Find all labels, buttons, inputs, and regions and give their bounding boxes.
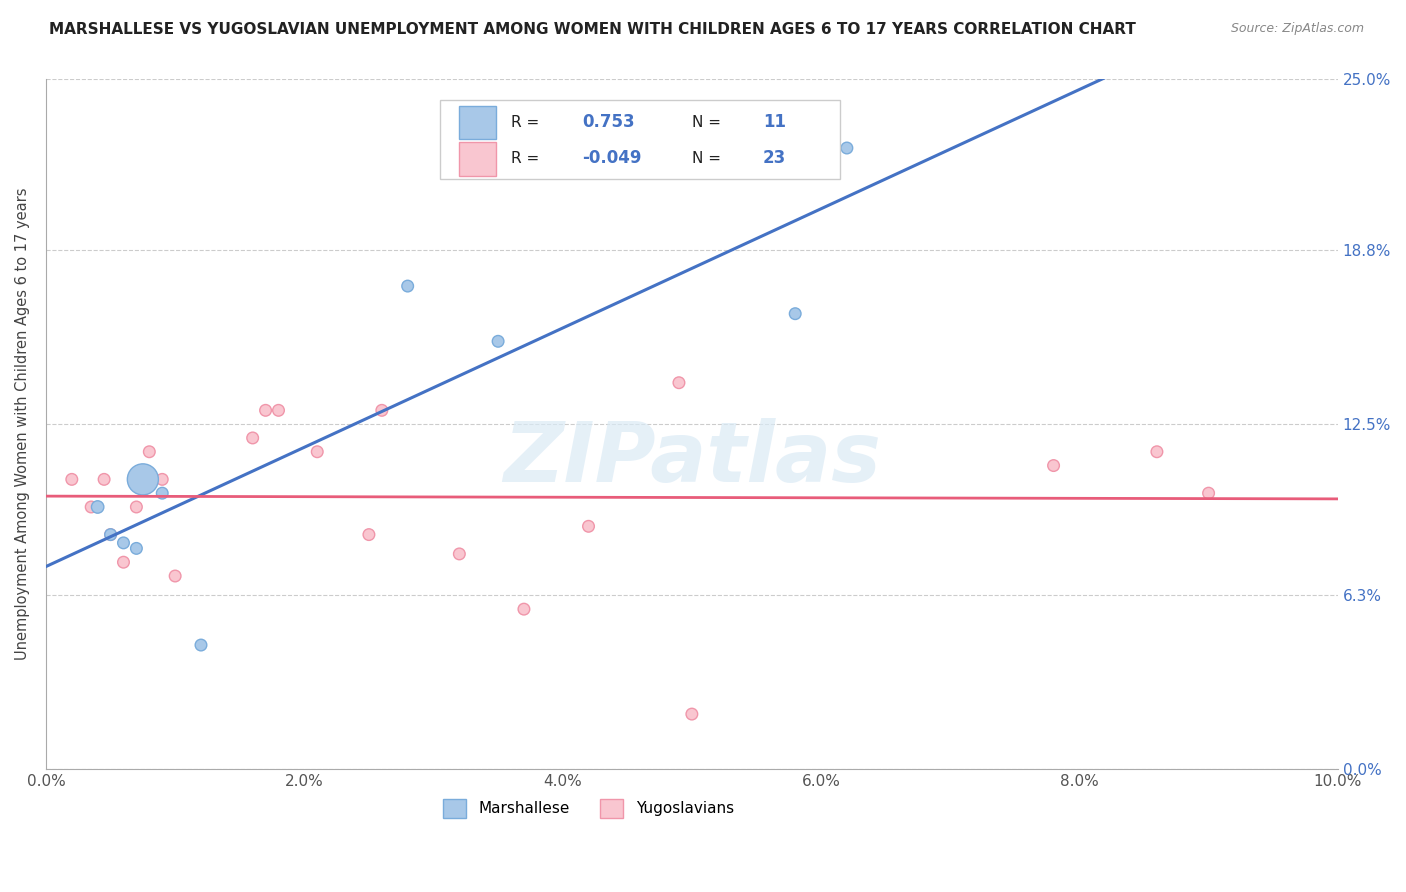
Point [513,602,536,616]
Legend: Marshallese, Yugoslavians: Marshallese, Yugoslavians [437,793,740,824]
Text: MARSHALLESE VS YUGOSLAVIAN UNEMPLOYMENT AMONG WOMEN WITH CHILDREN AGES 6 TO 17 Y: MARSHALLESE VS YUGOSLAVIAN UNEMPLOYMENT … [49,22,1136,37]
Point [80,500,103,514]
Point [785,307,807,321]
Text: N =: N = [692,151,721,166]
Point [190,638,212,652]
Point [307,444,329,458]
Point [132,472,155,486]
Point [449,547,471,561]
Point [371,403,394,417]
Point [835,141,858,155]
Point [100,527,122,541]
Point [165,569,187,583]
Text: -0.049: -0.049 [582,149,641,168]
Point [668,376,690,390]
FancyBboxPatch shape [440,100,841,179]
Point [93,472,115,486]
Point [242,431,264,445]
Point [86,500,108,514]
Text: ZIPatlas: ZIPatlas [503,418,880,500]
Point [100,527,122,541]
Point [486,334,509,349]
Point [267,403,290,417]
Bar [460,106,495,139]
Text: Source: ZipAtlas.com: Source: ZipAtlas.com [1230,22,1364,36]
Text: 11: 11 [763,113,786,131]
Text: R =: R = [510,151,540,166]
Text: R =: R = [510,115,540,130]
Point [150,472,173,486]
Point [1146,444,1168,458]
Point [254,403,277,417]
Point [112,536,135,550]
Point [578,519,600,533]
Point [138,444,160,458]
Point [125,500,148,514]
Point [125,541,148,556]
Point [150,486,173,500]
Point [357,527,380,541]
Point [1042,458,1064,473]
Text: 23: 23 [763,149,786,168]
Point [112,555,135,569]
Point [1198,486,1220,500]
Point [60,472,83,486]
Y-axis label: Unemployment Among Women with Children Ages 6 to 17 years: Unemployment Among Women with Children A… [15,188,30,660]
Point [396,279,419,293]
Text: 0.753: 0.753 [582,113,634,131]
Point [681,707,703,722]
Bar [460,143,495,176]
Text: N =: N = [692,115,721,130]
